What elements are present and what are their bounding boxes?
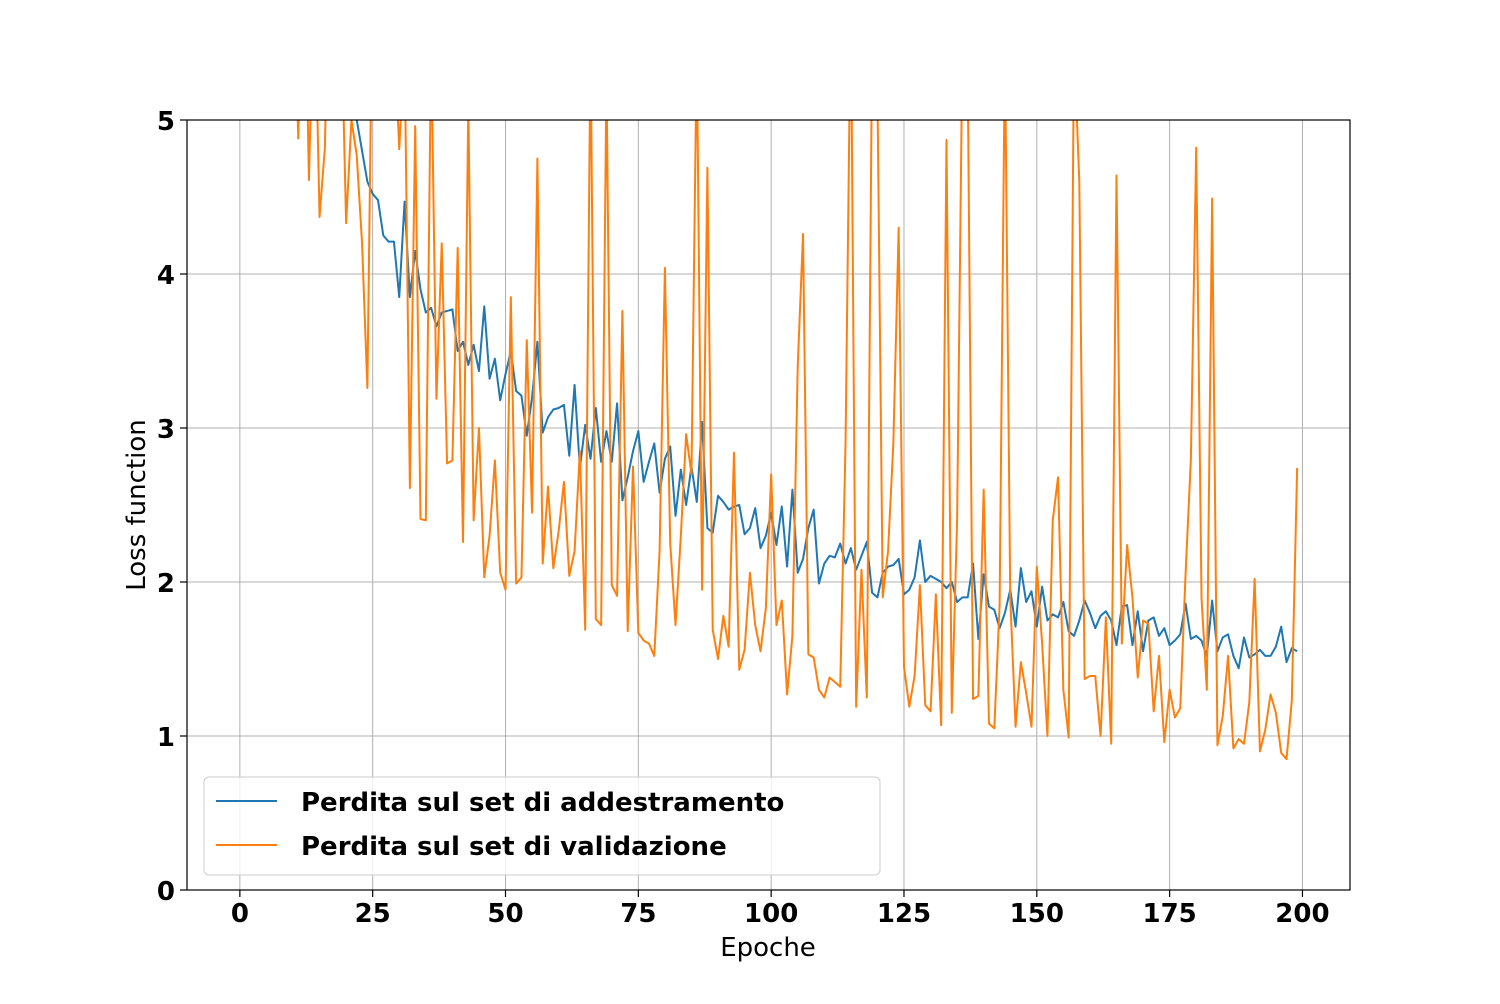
y-tick-label: 5 xyxy=(157,107,175,137)
plot-area xyxy=(296,120,1299,761)
x-tick-label: 50 xyxy=(487,899,523,929)
data-line xyxy=(296,120,1299,761)
x-tick-label: 100 xyxy=(744,899,798,929)
grid xyxy=(187,119,1350,891)
x-tick-label: 200 xyxy=(1275,899,1329,929)
legend-label: Perdita sul set di validazione xyxy=(301,832,727,862)
y-tick-label: 0 xyxy=(157,877,175,907)
x-tick-label: 125 xyxy=(877,899,931,929)
x-tick-label: 175 xyxy=(1142,899,1196,929)
x-axis-label: Epoche xyxy=(720,933,816,963)
y-tick-label: 1 xyxy=(157,723,175,753)
legend-box xyxy=(203,776,881,876)
y-tick-label: 4 xyxy=(157,261,175,291)
x-tick-label: 150 xyxy=(1010,899,1064,929)
legend-label: Perdita sul set di addestramento xyxy=(301,788,784,818)
x-tick-label: 25 xyxy=(355,899,391,929)
y-tick-label: 2 xyxy=(157,569,175,599)
data-line xyxy=(355,120,1298,670)
x-tick-label: 0 xyxy=(231,899,249,929)
legend: Perdita sul set di addestramento Perdita … xyxy=(203,776,881,876)
ticks: 0 25 50 75 100 125 150 175 200 0 1 2 3 4 5 xyxy=(157,107,1330,929)
x-tick-label: 75 xyxy=(620,899,656,929)
y-axis-label: Loss function xyxy=(122,419,152,591)
y-tick-label: 3 xyxy=(157,415,175,445)
axes-frame xyxy=(186,119,1351,891)
